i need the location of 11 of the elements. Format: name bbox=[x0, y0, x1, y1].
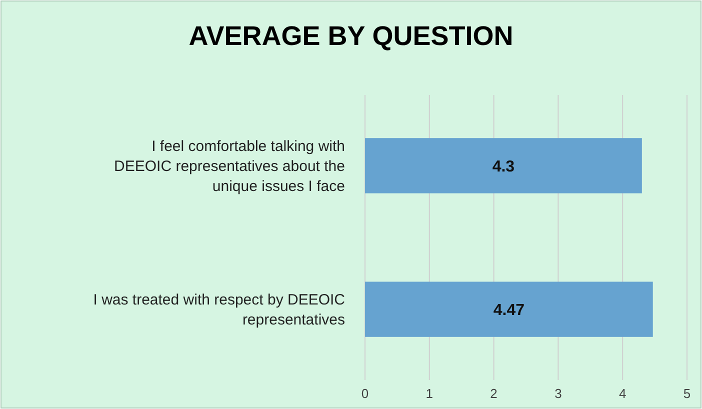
x-tick-label: 2 bbox=[490, 386, 498, 401]
x-tick-label: 1 bbox=[426, 386, 434, 401]
x-tick-label: 0 bbox=[361, 386, 369, 401]
data-label: 4.3 bbox=[492, 158, 515, 176]
chart-title: AVERAGE BY QUESTION bbox=[188, 21, 514, 51]
x-tick-label: 4 bbox=[618, 386, 626, 401]
x-tick-label: 5 bbox=[683, 386, 691, 401]
y-tick-label: I was treated with respect by DEEOIC representatives bbox=[93, 292, 346, 329]
y-tick-label: I feel comfortable talking with DEEOIC representatives about the unique issues I face bbox=[114, 138, 345, 195]
data-label: 4.47 bbox=[493, 302, 525, 319]
x-tick-label: 3 bbox=[554, 386, 562, 401]
